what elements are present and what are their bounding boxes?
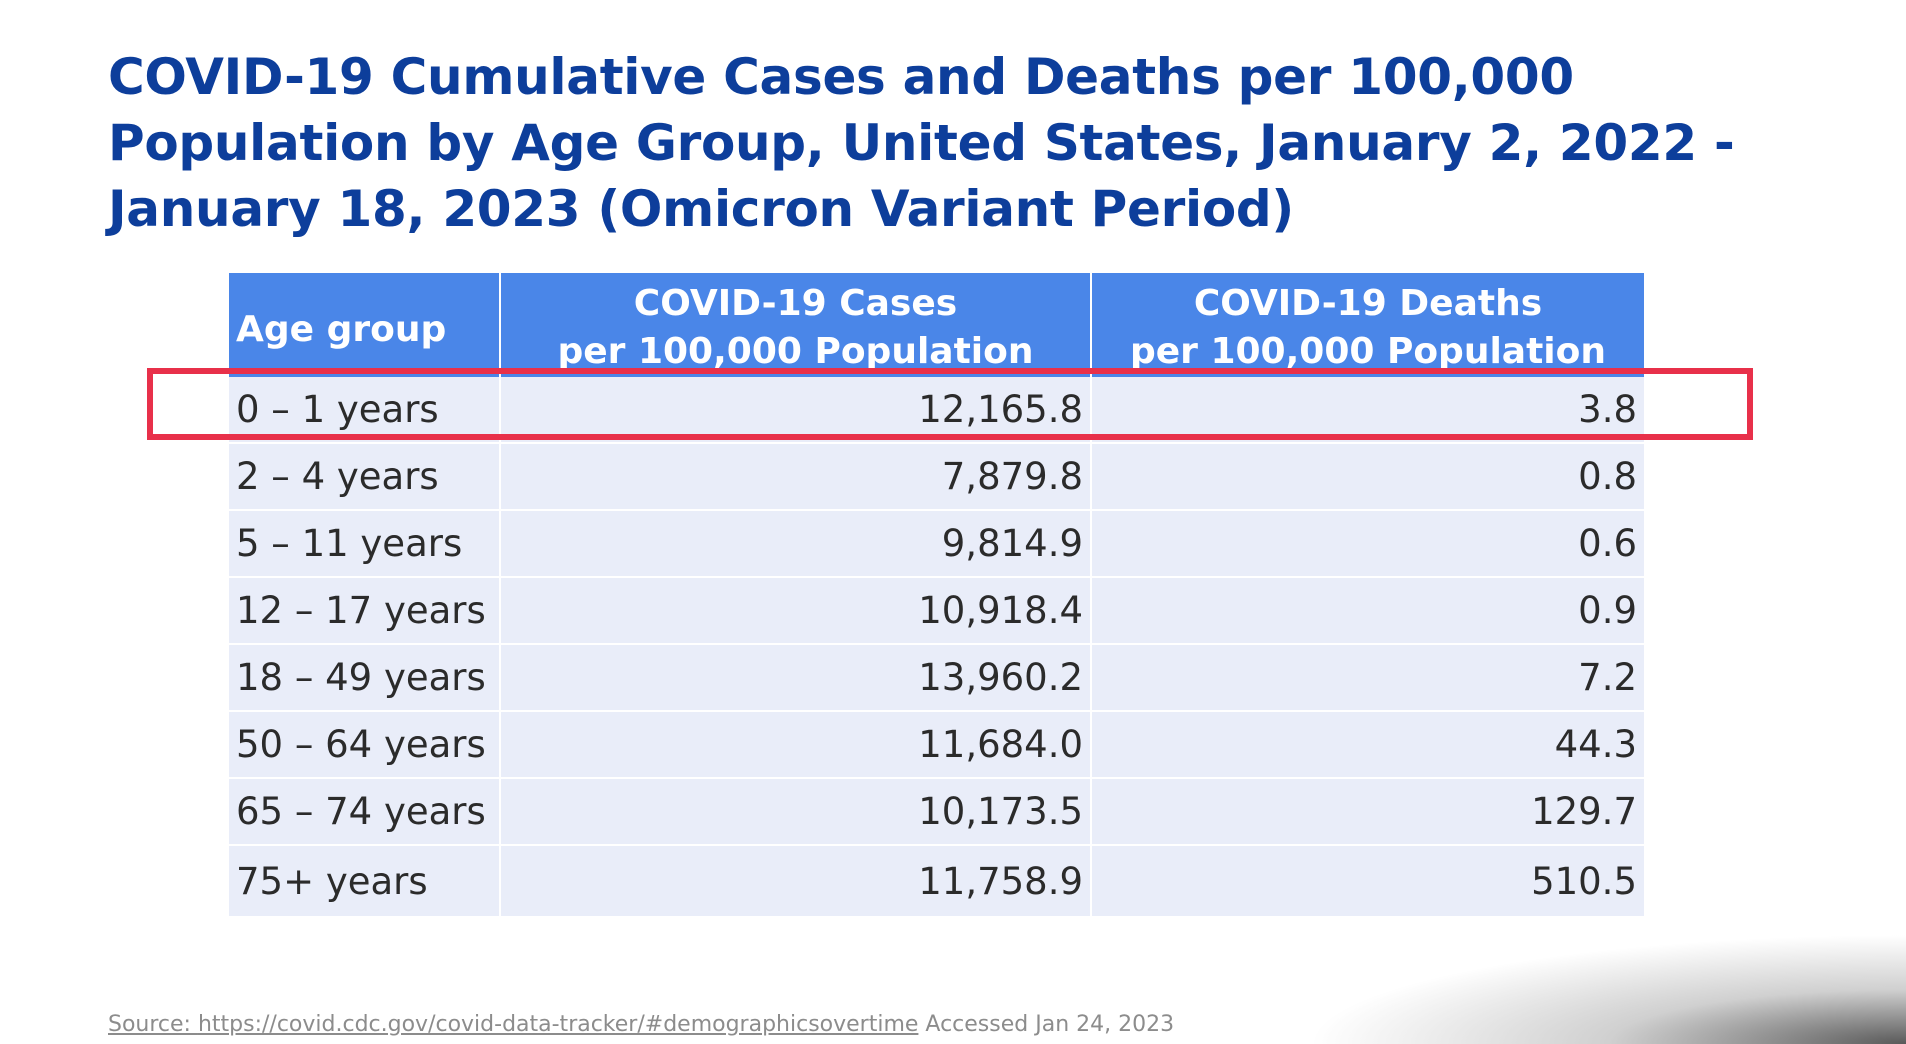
age-cell: 75+ years [229, 845, 501, 918]
deaths-header: COVID-19 Deaths per 100,000 Population [1091, 273, 1644, 377]
age-group-header: Age group [229, 273, 501, 377]
age-cell: 12 – 17 years [229, 577, 501, 645]
age-cell: 65 – 74 years [229, 778, 501, 846]
age-cell: 18 – 49 years [229, 644, 501, 712]
cases-header-line2: per 100,000 Population [557, 331, 1034, 372]
deaths-cell: 7.2 [1091, 644, 1644, 712]
cases-cell: 10,918.4 [500, 577, 1092, 645]
deaths-cell: 0.8 [1091, 443, 1644, 511]
age-cell: 2 – 4 years [229, 443, 501, 511]
deaths-header-line1: COVID-19 Deaths [1193, 283, 1543, 324]
slide-title: COVID-19 Cumulative Cases and Deaths per… [108, 48, 1735, 238]
table-header-row: Age group COVID-19 Cases per 100,000 Pop… [229, 273, 1644, 377]
deaths-cell: 44.3 [1091, 711, 1644, 779]
age-cell: 5 – 11 years [229, 510, 501, 578]
table-row: 65 – 74 years 10,173.5 129.7 [229, 778, 1644, 846]
table-row: 12 – 17 years 10,918.4 0.9 [229, 577, 1644, 645]
cases-cell: 7,879.8 [500, 443, 1092, 511]
source-link[interactable]: Source: https://covid.cdc.gov/covid-data… [108, 1012, 918, 1037]
table-row: 2 – 4 years 7,879.8 0.8 [229, 443, 1644, 511]
table-row: 0 – 1 years 12,165.8 3.8 [229, 377, 1644, 444]
cases-header: COVID-19 Cases per 100,000 Population [500, 273, 1092, 377]
table-row: 5 – 11 years 9,814.9 0.6 [229, 510, 1644, 578]
age-cell: 50 – 64 years [229, 711, 501, 779]
source-accessed: Accessed Jan 24, 2023 [918, 1012, 1175, 1037]
cases-header-line1: COVID-19 Cases [633, 283, 958, 324]
cases-cell: 11,758.9 [500, 845, 1092, 918]
deaths-cell: 3.8 [1091, 377, 1644, 444]
cases-cell: 9,814.9 [500, 510, 1092, 578]
cases-cell: 11,684.0 [500, 711, 1092, 779]
cases-cell: 10,173.5 [500, 778, 1092, 846]
deaths-cell: 510.5 [1091, 845, 1644, 918]
deaths-header-line2: per 100,000 Population [1129, 331, 1607, 372]
table-row: 75+ years 11,758.9 510.5 [229, 845, 1644, 918]
data-table: Age group COVID-19 Cases per 100,000 Pop… [229, 273, 1644, 918]
cases-cell: 13,960.2 [500, 644, 1092, 712]
age-cell: 0 – 1 years [229, 377, 501, 444]
deaths-cell: 0.9 [1091, 577, 1644, 645]
page-curl-shadow [1306, 934, 1906, 1044]
source-citation: Source: https://covid.cdc.gov/covid-data… [108, 1011, 1174, 1039]
source-url: https://covid.cdc.gov/covid-data-tracker… [197, 1012, 919, 1037]
cases-cell: 12,165.8 [500, 377, 1092, 444]
deaths-cell: 129.7 [1091, 778, 1644, 846]
deaths-cell: 0.6 [1091, 510, 1644, 578]
table-row: 18 – 49 years 13,960.2 7.2 [229, 644, 1644, 712]
source-prefix: Source: [108, 1012, 198, 1037]
table-row: 50 – 64 years 11,684.0 44.3 [229, 711, 1644, 779]
